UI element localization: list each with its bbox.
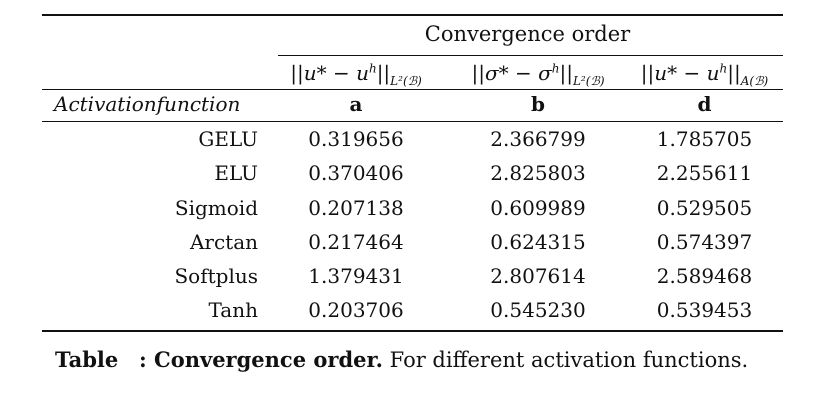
column-header-b: ||σ* − σh||L²(ℬ) <box>471 61 605 88</box>
cell-d: 2.589468 <box>656 264 753 288</box>
cell-b: 2.807614 <box>490 264 586 288</box>
header-rule <box>42 89 783 90</box>
row-name: GELU <box>198 127 258 151</box>
table-row: GELU 0.319656 2.366799 1.785705 <box>42 127 783 161</box>
cell-d: 0.539453 <box>656 298 753 322</box>
label-row: Activationfunction a b d <box>42 92 783 120</box>
cell-a: 1.379431 <box>308 264 404 288</box>
cell-a: 0.217464 <box>308 230 404 254</box>
cell-b: 0.609989 <box>490 196 586 220</box>
table-row: Tanh 0.203706 0.545230 0.539453 <box>42 298 783 332</box>
row-name: Arctan <box>189 230 258 254</box>
row-name: Sigmoid <box>174 196 258 220</box>
row-name: Softplus <box>174 264 258 288</box>
cell-d: 0.529505 <box>656 196 753 220</box>
cell-b: 2.825803 <box>490 161 586 185</box>
cell-a: 0.207138 <box>308 196 404 220</box>
label-d: d <box>697 92 712 116</box>
cell-d: 1.785705 <box>656 127 753 151</box>
cell-a: 0.203706 <box>308 298 404 322</box>
cell-d: 0.574397 <box>656 230 753 254</box>
cell-b: 2.366799 <box>490 127 586 151</box>
label-a: a <box>349 92 363 116</box>
cell-b: 0.624315 <box>490 230 586 254</box>
caption-title: : Convergence order. <box>138 347 383 372</box>
column-header-a: ||u* − uh||L²(ℬ) <box>290 61 422 88</box>
table-row: ELU 0.370406 2.825803 2.255611 <box>42 161 783 195</box>
activation-function-label: Activationfunction <box>54 92 241 116</box>
table-caption: Table : Convergence order. For different… <box>55 347 748 372</box>
row-name: ELU <box>214 161 258 185</box>
caption-text: For different activation functions. <box>389 348 749 372</box>
table-row: Softplus 1.379431 2.807614 2.589468 <box>42 264 783 298</box>
table-row: Sigmoid 0.207138 0.609989 0.529505 <box>42 196 783 230</box>
row-name: Tanh <box>208 298 258 322</box>
label-rule <box>42 121 783 122</box>
group-header: Convergence order <box>424 22 631 46</box>
label-b: b <box>531 92 545 116</box>
cell-b: 0.545230 <box>490 298 586 322</box>
group-header-underline <box>278 55 783 56</box>
caption-prefix: Table <box>55 347 119 372</box>
bottom-rule <box>42 330 783 332</box>
top-rule <box>42 14 783 16</box>
column-header-d: ||u* − uh||A(ℬ) <box>640 61 769 88</box>
cell-a: 0.319656 <box>308 127 404 151</box>
cell-a: 0.370406 <box>308 161 404 185</box>
cell-d: 2.255611 <box>656 161 753 185</box>
table-row: Arctan 0.217464 0.624315 0.574397 <box>42 230 783 264</box>
